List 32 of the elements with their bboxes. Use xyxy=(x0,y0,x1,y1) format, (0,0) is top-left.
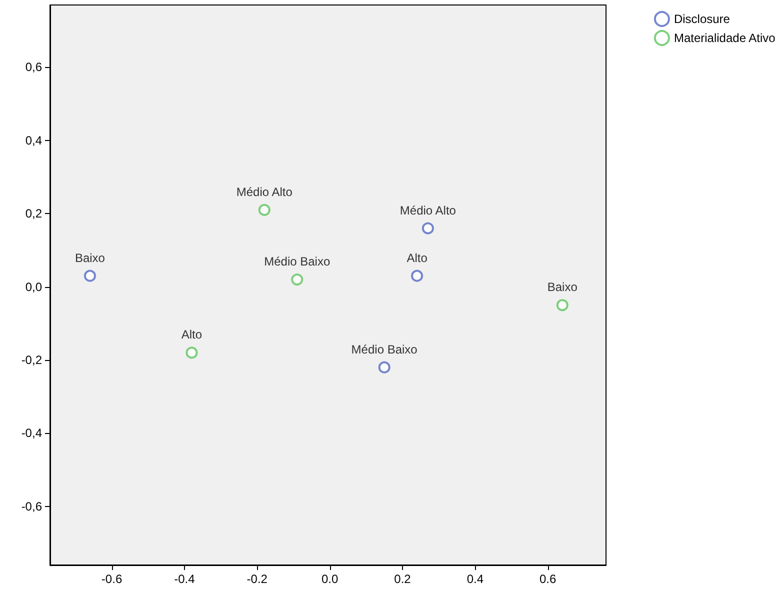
point xyxy=(422,222,434,234)
y-tick-label: 0,6 xyxy=(25,60,42,74)
legend-label: Materialidade Ativo xyxy=(674,31,776,45)
x-tick-label: -0.2 xyxy=(246,572,268,586)
point xyxy=(411,270,424,282)
point xyxy=(378,361,390,374)
data-label: Médio Baixo xyxy=(351,342,418,356)
y-tick-label: 0,4 xyxy=(25,133,42,148)
data-label: Baixo xyxy=(547,280,578,294)
point xyxy=(291,274,304,286)
y-tick-label: -0,6 xyxy=(21,499,42,514)
data-label: Alto xyxy=(181,328,202,342)
data-label: Médio Baixo xyxy=(264,254,330,269)
y-tick-label: 0,2 xyxy=(25,206,42,221)
data-label: Médio Alto xyxy=(236,184,293,199)
point xyxy=(186,346,198,359)
x-tick-label: 0.4 xyxy=(466,572,484,586)
x-tick-label: 0.2 xyxy=(394,572,412,586)
point xyxy=(556,299,568,312)
point xyxy=(258,204,270,216)
x-tick-label: 0.0 xyxy=(321,572,338,586)
data-label: Médio Alto xyxy=(400,203,456,218)
x-tick-label: -0.4 xyxy=(174,572,196,586)
data-label: Alto xyxy=(406,250,428,265)
point xyxy=(84,270,96,282)
y-tick-label: 0,0 xyxy=(25,280,42,294)
y-tick-label: -0,4 xyxy=(21,426,42,440)
y-tick-label: -0,2 xyxy=(21,353,42,368)
x-tick-label: 0.6 xyxy=(540,572,557,586)
x-tick-label: -0.6 xyxy=(101,572,122,586)
legend-label: Disclosure xyxy=(674,12,730,26)
data-label: Baixo xyxy=(74,250,106,265)
